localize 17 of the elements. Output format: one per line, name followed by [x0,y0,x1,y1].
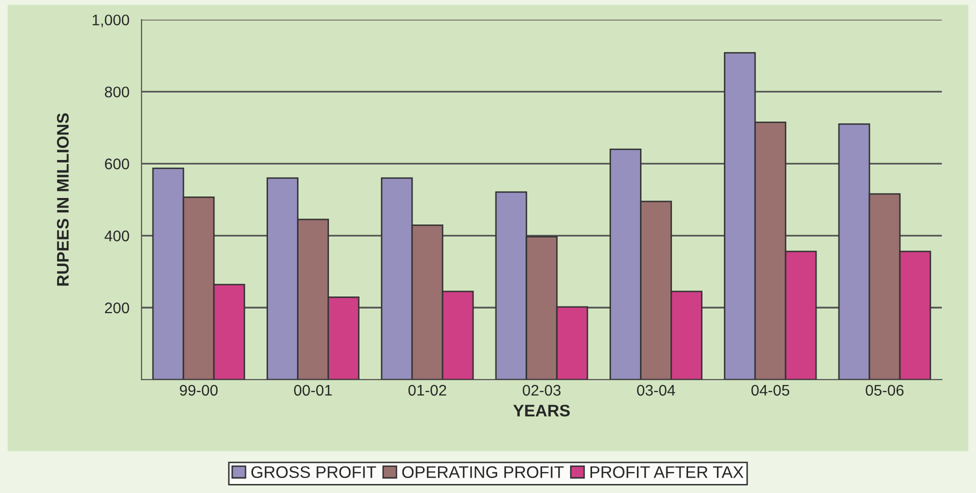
y-tick-label: 1,000 [92,14,130,28]
x-tick-label: 99-00 [180,384,218,396]
x-tick-label: 02-03 [522,384,561,396]
x-axis-title: YEARS [513,404,570,417]
legend-label: GROSS PROFIT [251,466,376,478]
y-tick-label: 800 [104,86,130,98]
x-tick-label: 05-06 [866,384,904,396]
legend-label: OPERATING PROFIT [402,466,564,478]
y-axis-title: RUPEES IN MILLIONS [56,113,69,286]
y-tick-label: 400 [104,230,130,242]
x-tick-label: 03-04 [637,384,676,396]
legend-label: PROFIT AFTER TAX [590,466,744,478]
y-tick-label: 600 [105,158,130,170]
x-tick-label: 00-01 [294,384,332,396]
x-tick-label: 01-02 [408,384,446,396]
y-tick-label: 200 [104,302,130,314]
x-tick-label: 04-05 [751,384,790,396]
